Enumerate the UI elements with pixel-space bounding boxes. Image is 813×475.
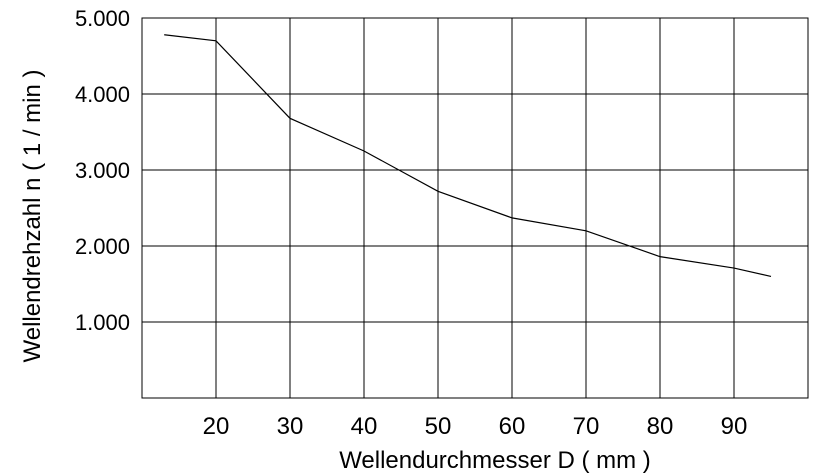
x-tick-label: 90 xyxy=(721,413,748,440)
x-tick-label: 80 xyxy=(647,413,674,440)
x-tick-label: 20 xyxy=(203,413,230,440)
y-axis-title: Wellendrehzahl n ( 1 / min ) xyxy=(19,69,46,362)
series-line xyxy=(164,34,772,277)
x-tick-label: 30 xyxy=(277,413,304,440)
x-tick-label: 60 xyxy=(499,413,526,440)
y-tick-label: 3.000 xyxy=(75,158,130,183)
x-tick-label: 70 xyxy=(573,413,600,440)
grid xyxy=(141,17,809,399)
y-tick-label: 4.000 xyxy=(75,82,130,107)
plot-frame xyxy=(141,17,809,399)
x-axis-ticks: 20 30 40 50 60 70 80 90 xyxy=(203,413,748,440)
y-tick-label: 5.000 xyxy=(75,6,130,31)
y-axis-ticks: 1.000 2.000 3.000 4.000 5.000 xyxy=(75,6,130,335)
y-tick-label: 2.000 xyxy=(75,234,130,259)
series-layer xyxy=(164,34,772,277)
x-tick-label: 40 xyxy=(351,413,378,440)
y-tick-label: 1.000 xyxy=(75,310,130,335)
x-axis-title: Wellendurchmesser D ( mm ) xyxy=(339,447,651,474)
x-tick-label: 50 xyxy=(425,413,452,440)
